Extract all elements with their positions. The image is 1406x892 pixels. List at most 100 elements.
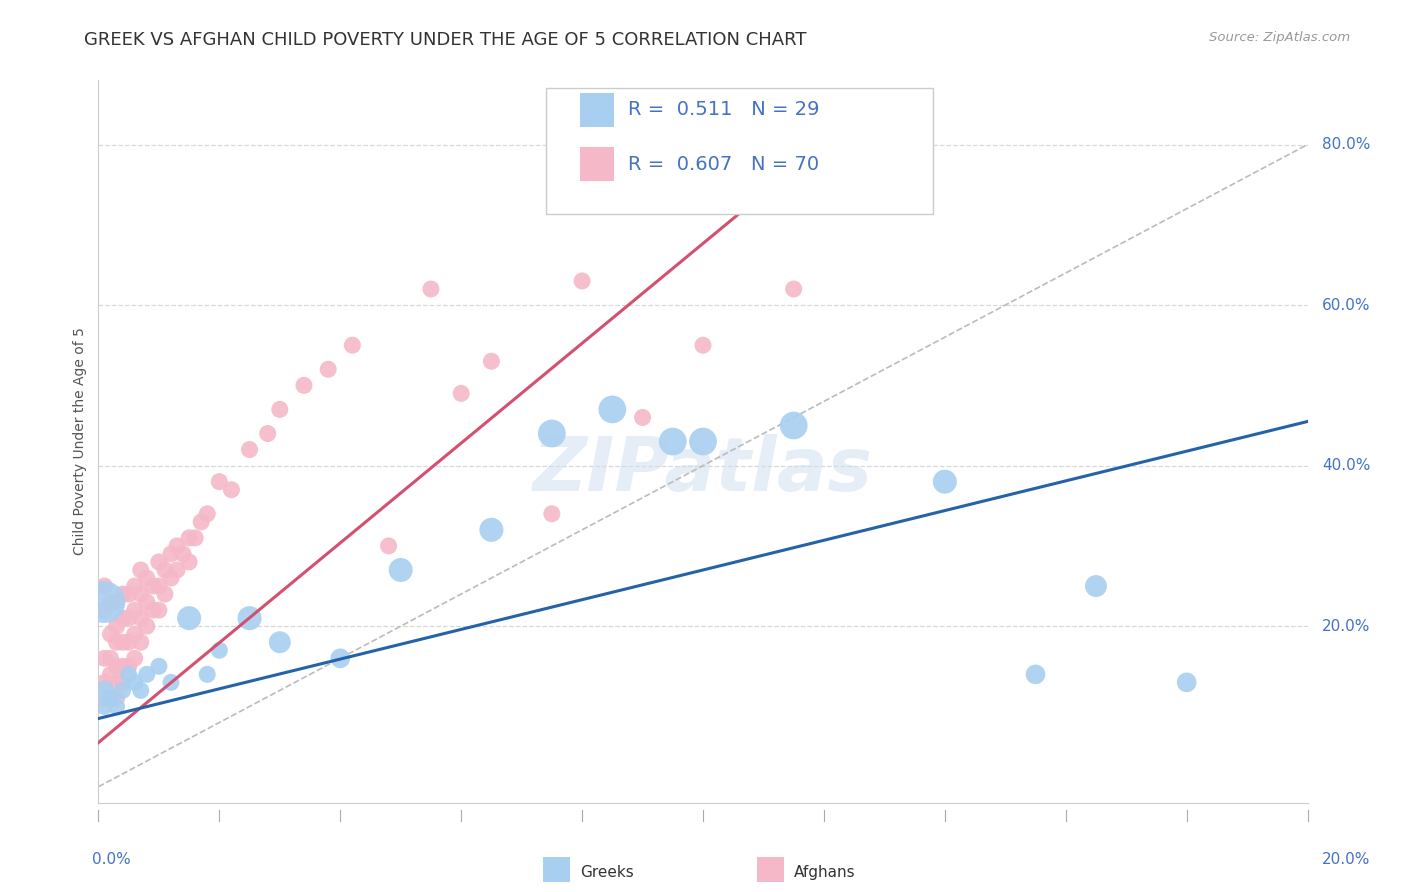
Text: Source: ZipAtlas.com: Source: ZipAtlas.com xyxy=(1209,31,1350,45)
Text: 20.0%: 20.0% xyxy=(1322,852,1371,867)
Point xyxy=(100,595,122,609)
Point xyxy=(105,699,128,714)
Point xyxy=(100,691,122,706)
Point xyxy=(153,563,176,577)
Point xyxy=(118,587,141,601)
Text: R =  0.607   N = 70: R = 0.607 N = 70 xyxy=(628,154,820,174)
Point xyxy=(269,402,291,417)
Point xyxy=(316,362,339,376)
Point xyxy=(148,579,170,593)
Text: 40.0%: 40.0% xyxy=(1322,458,1371,473)
Text: 80.0%: 80.0% xyxy=(1322,137,1371,152)
FancyBboxPatch shape xyxy=(543,857,569,882)
Point xyxy=(100,667,122,681)
Point xyxy=(179,531,201,545)
Point xyxy=(179,555,201,569)
Point xyxy=(111,659,134,673)
Point xyxy=(135,667,157,681)
Point xyxy=(93,579,115,593)
Point xyxy=(389,563,412,577)
Point xyxy=(1085,579,1108,593)
Point xyxy=(377,539,399,553)
Point xyxy=(692,338,714,352)
Point xyxy=(195,507,218,521)
Point xyxy=(934,475,956,489)
Point xyxy=(142,603,165,617)
Point xyxy=(450,386,472,401)
Point xyxy=(256,426,278,441)
Point xyxy=(153,587,176,601)
Point xyxy=(124,627,146,641)
Text: Afghans: Afghans xyxy=(794,865,855,880)
Point xyxy=(129,587,152,601)
Point xyxy=(148,603,170,617)
Point xyxy=(135,571,157,585)
Text: GREEK VS AFGHAN CHILD POVERTY UNDER THE AGE OF 5 CORRELATION CHART: GREEK VS AFGHAN CHILD POVERTY UNDER THE … xyxy=(84,31,807,49)
Point xyxy=(481,354,503,368)
Point xyxy=(269,635,291,649)
Point xyxy=(239,442,262,457)
Text: 20.0%: 20.0% xyxy=(1322,619,1371,633)
Point xyxy=(135,619,157,633)
Point xyxy=(105,595,128,609)
Point xyxy=(129,611,152,625)
Point xyxy=(195,667,218,681)
Point xyxy=(148,659,170,673)
Point xyxy=(166,563,188,577)
Point xyxy=(105,619,128,633)
FancyBboxPatch shape xyxy=(546,87,932,214)
Point xyxy=(118,659,141,673)
Point xyxy=(631,410,654,425)
Point xyxy=(420,282,443,296)
Point xyxy=(540,426,562,441)
Point xyxy=(118,635,141,649)
Point xyxy=(100,691,122,706)
Point xyxy=(1175,675,1198,690)
Point xyxy=(190,515,212,529)
Point xyxy=(105,675,128,690)
Point xyxy=(111,675,134,690)
Point xyxy=(93,603,115,617)
Point xyxy=(93,675,115,690)
Point xyxy=(129,635,152,649)
Point xyxy=(481,523,503,537)
Point xyxy=(172,547,194,561)
Point xyxy=(93,699,115,714)
Point xyxy=(540,507,562,521)
FancyBboxPatch shape xyxy=(579,147,613,181)
Point xyxy=(208,643,231,657)
Point xyxy=(111,611,134,625)
Point xyxy=(221,483,243,497)
Point xyxy=(783,282,806,296)
Y-axis label: Child Poverty Under the Age of 5: Child Poverty Under the Age of 5 xyxy=(73,327,87,556)
Point xyxy=(124,675,146,690)
Point xyxy=(602,402,624,417)
Point xyxy=(166,539,188,553)
Point xyxy=(111,587,134,601)
Point xyxy=(329,651,352,665)
Point xyxy=(111,635,134,649)
Point xyxy=(100,651,122,665)
Point xyxy=(571,274,593,288)
Point xyxy=(135,595,157,609)
Text: Greeks: Greeks xyxy=(579,865,634,880)
Point xyxy=(93,683,115,698)
Point xyxy=(93,691,115,706)
FancyBboxPatch shape xyxy=(579,93,613,128)
Point xyxy=(783,418,806,433)
Point xyxy=(105,635,128,649)
Point xyxy=(142,579,165,593)
Point xyxy=(208,475,231,489)
Text: 0.0%: 0.0% xyxy=(93,852,131,867)
Point xyxy=(179,611,201,625)
Point xyxy=(239,611,262,625)
Point xyxy=(124,579,146,593)
Text: R =  0.511   N = 29: R = 0.511 N = 29 xyxy=(628,101,820,120)
Point xyxy=(148,555,170,569)
Point xyxy=(160,675,183,690)
Point xyxy=(692,434,714,449)
Point xyxy=(124,603,146,617)
Point xyxy=(342,338,364,352)
Text: 60.0%: 60.0% xyxy=(1322,298,1371,312)
Point xyxy=(661,434,683,449)
